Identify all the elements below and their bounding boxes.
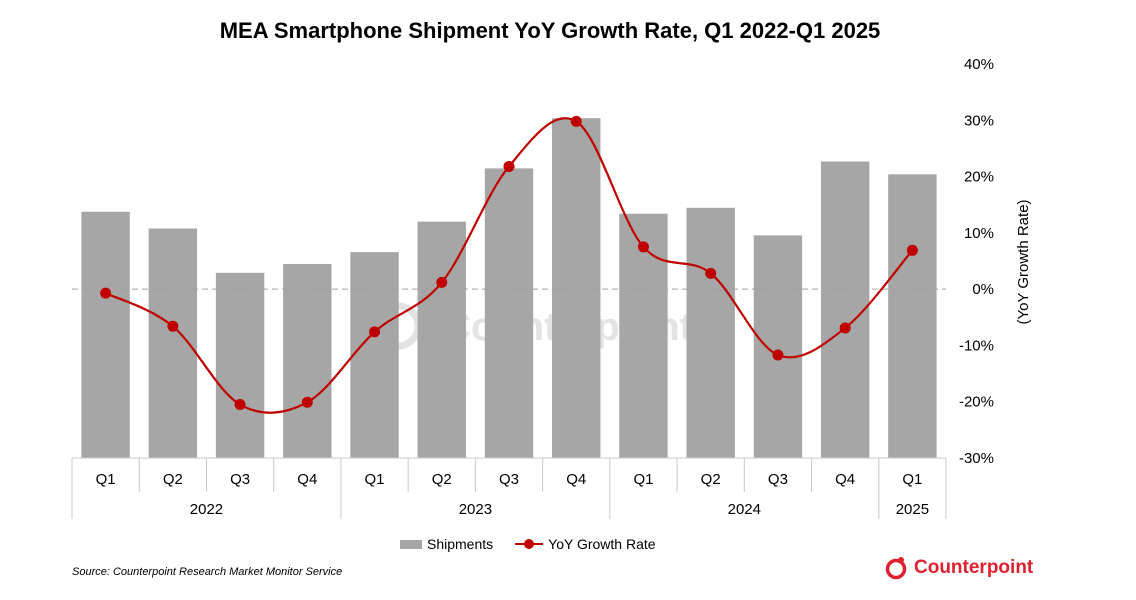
x-category-label: Q4 xyxy=(297,471,317,488)
y-tick-label: 30% xyxy=(964,112,994,129)
x-category-label: Q3 xyxy=(499,471,519,488)
shipment-bar xyxy=(552,118,601,459)
x-category-label: Q2 xyxy=(701,471,721,488)
y-tick-label: 40% xyxy=(964,56,994,73)
yoy-growth-point xyxy=(772,349,784,361)
chart-title: MEA Smartphone Shipment YoY Growth Rate,… xyxy=(219,18,881,43)
shipment-bar xyxy=(753,235,803,458)
y-tick-label: -20% xyxy=(959,394,994,411)
yoy-growth-point xyxy=(839,322,851,334)
x-axis: Q1 Q2 Q3 Q4 Q1 Q2 Q3 Q4 Q1 Q2 Q3 Q4 Q1 2022 2023 2024 20… xyxy=(71,457,947,519)
legend: Shipments YoY Growth Rate xyxy=(400,536,656,552)
shipment-bar xyxy=(417,221,466,458)
x-year-label: 2024 xyxy=(728,501,761,518)
y-tick-label: 10% xyxy=(964,225,994,242)
legend-label-yoy: YoY Growth Rate xyxy=(548,536,656,552)
brand-name: Counterpoint xyxy=(914,557,1034,578)
x-year-label: 2025 xyxy=(896,501,929,518)
x-year-label: 2022 xyxy=(190,501,223,518)
legend-label-shipments: Shipments xyxy=(427,536,494,552)
x-category-label: Q3 xyxy=(768,471,788,488)
shipment-bar xyxy=(215,272,265,458)
y-tick-label: -30% xyxy=(959,450,994,467)
yoy-growth-point xyxy=(100,287,112,299)
line-series xyxy=(100,115,918,414)
x-category-label: Q1 xyxy=(633,471,653,488)
legend-bar-swatch xyxy=(400,539,422,549)
x-category-label: Q2 xyxy=(163,471,183,488)
y-tick-label: -10% xyxy=(959,337,994,354)
yoy-growth-point xyxy=(637,241,649,253)
shipment-bar xyxy=(888,174,937,458)
shipment-bar xyxy=(283,263,332,458)
yoy-growth-point xyxy=(570,115,582,127)
brand-logo: Counterpoint xyxy=(884,556,1033,580)
x-category-label: Q4 xyxy=(835,471,855,488)
x-category-label: Q2 xyxy=(432,471,452,488)
shipment-bar xyxy=(350,252,399,458)
x-category-label: Q1 xyxy=(902,471,922,488)
shipment-bar xyxy=(686,207,735,458)
x-category-label: Q4 xyxy=(566,471,586,488)
source-note: Source: Counterpoint Research Market Mon… xyxy=(72,566,343,578)
y-tick-label: 0% xyxy=(972,281,994,298)
x-category-label: Q1 xyxy=(365,471,385,488)
legend-item-shipments: Shipments xyxy=(400,536,493,552)
x-category-label: Q1 xyxy=(96,471,116,488)
yoy-growth-point xyxy=(503,160,515,172)
chart-canvas: Counterpoint -30%-20%-10%0%10%20%30%40% … xyxy=(71,56,1032,519)
y-axis-ticks: -30% -20% -10% 0% 10% 20% 30% 40% xyxy=(959,56,994,467)
counterpoint-logo-icon xyxy=(885,557,907,580)
shipment-bar xyxy=(619,213,668,458)
yoy-growth-point xyxy=(906,244,918,256)
yoy-growth-point xyxy=(301,396,313,408)
legend-line-swatch xyxy=(515,539,544,549)
yoy-growth-point xyxy=(705,267,717,279)
yoy-growth-point xyxy=(234,399,246,411)
yoy-growth-point xyxy=(369,326,381,338)
x-category-label: Q3 xyxy=(230,471,250,488)
bar-series xyxy=(81,118,937,459)
shipment-bar xyxy=(81,211,130,458)
yoy-growth-point xyxy=(436,276,448,288)
y-axis-title: (YoY Growth Rate) xyxy=(1015,199,1032,324)
legend-item-yoy: YoY Growth Rate xyxy=(515,536,656,552)
shipment-bar xyxy=(820,161,870,458)
x-year-label: 2023 xyxy=(459,501,492,518)
yoy-growth-point xyxy=(167,320,179,332)
shipment-bar xyxy=(484,168,534,458)
y-tick-label: 20% xyxy=(964,169,994,186)
